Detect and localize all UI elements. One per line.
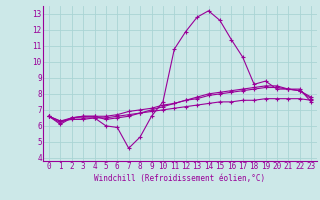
X-axis label: Windchill (Refroidissement éolien,°C): Windchill (Refroidissement éolien,°C) [94,174,266,183]
